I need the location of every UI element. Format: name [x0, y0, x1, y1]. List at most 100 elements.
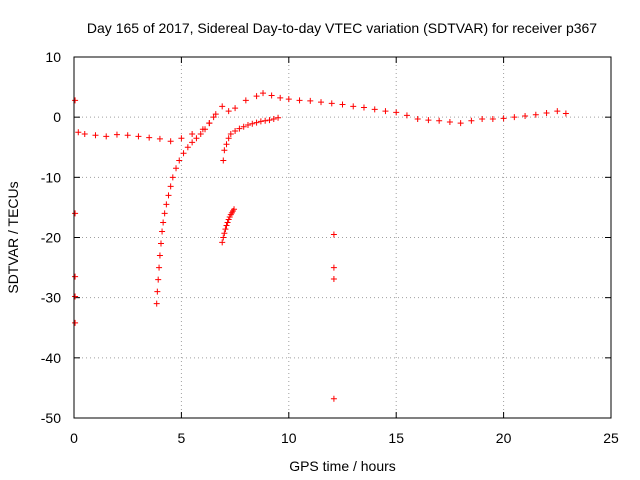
data-point [220, 234, 227, 241]
data-point [253, 119, 260, 126]
chart-title: Day 165 of 2017, Sidereal Day-to-day VTE… [87, 20, 597, 36]
data-point [371, 106, 378, 113]
data-point [543, 109, 550, 116]
data-point [135, 133, 142, 140]
data-point [173, 165, 180, 172]
y-tick-label: -40 [41, 350, 61, 366]
data-point [522, 112, 529, 119]
data-point [277, 94, 284, 101]
data-point [189, 139, 196, 146]
y-tick-label: -10 [41, 169, 61, 185]
series-2 [153, 114, 217, 307]
data-point [562, 110, 569, 117]
data-point [206, 120, 213, 127]
data-point [382, 108, 389, 115]
data-point [160, 219, 167, 226]
series-0 [75, 90, 569, 145]
data-point [262, 117, 269, 124]
data-point [72, 319, 79, 326]
data-point [163, 201, 170, 208]
data-point [197, 131, 204, 138]
data-point [219, 103, 226, 110]
data-point [232, 128, 239, 135]
data-point [156, 264, 163, 271]
data-point [330, 276, 337, 283]
data-point [72, 273, 79, 280]
x-tick-label: 10 [281, 430, 297, 446]
data-point [184, 144, 191, 151]
data-point [72, 293, 79, 300]
data-point [167, 138, 174, 145]
data-point [268, 92, 275, 99]
y-tick-label: -30 [41, 290, 61, 306]
data-point [511, 114, 518, 121]
data-point [554, 108, 561, 115]
data-point [275, 114, 282, 121]
data-point [468, 117, 475, 124]
data-point [221, 230, 228, 237]
data-point [167, 183, 174, 190]
data-point [224, 219, 231, 226]
data-point [328, 100, 335, 107]
x-tick-label: 5 [178, 430, 186, 446]
data-point [221, 147, 228, 154]
data-point [240, 123, 247, 130]
data-point [266, 117, 273, 124]
data-point [257, 118, 264, 125]
x-axis-label: GPS time / hours [289, 458, 396, 474]
data-point [124, 132, 131, 139]
data-point [169, 174, 176, 181]
data-point [156, 252, 163, 259]
data-point [113, 131, 120, 138]
series-4 [219, 206, 238, 246]
data-point [223, 222, 230, 229]
data-point [220, 157, 227, 164]
x-tick-label: 0 [70, 430, 78, 446]
data-point [178, 135, 185, 142]
data-point [225, 108, 232, 115]
grid-lines [74, 57, 611, 418]
data-point [318, 99, 325, 106]
data-point [219, 239, 226, 246]
data-point [330, 231, 337, 238]
data-point [222, 226, 229, 233]
series-5 [330, 231, 337, 402]
data-point [500, 115, 507, 122]
data-point [103, 133, 110, 140]
data-point [72, 97, 79, 104]
data-point [350, 103, 357, 110]
x-tick-label: 20 [496, 430, 512, 446]
x-tick-label: 25 [603, 430, 619, 446]
y-tick-label: -50 [41, 410, 61, 426]
data-point [161, 210, 168, 217]
data-point [81, 131, 88, 138]
data-point [296, 97, 303, 104]
data-point [153, 300, 160, 307]
data-point [154, 288, 161, 295]
data-point [156, 135, 163, 142]
x-tick-label: 15 [388, 430, 404, 446]
data-point [457, 120, 464, 127]
plot-frame [73, 56, 612, 419]
data-point [157, 240, 164, 247]
data-point [193, 135, 200, 142]
data-point [489, 115, 496, 122]
data-point [155, 276, 162, 283]
data-point [225, 135, 232, 142]
data-point [532, 111, 539, 118]
data-point [436, 117, 443, 124]
y-tick-label: -20 [41, 230, 61, 246]
data-point [72, 210, 79, 217]
data-point [249, 120, 256, 127]
data-point [202, 126, 209, 133]
data-point [403, 112, 410, 119]
y-tick-label: 10 [45, 49, 61, 65]
series-1 [72, 97, 79, 326]
data-point [159, 228, 166, 235]
data-point [212, 111, 219, 118]
data-point [253, 93, 260, 100]
data-point [425, 117, 432, 124]
data-point [330, 395, 337, 402]
data-point [479, 115, 486, 122]
